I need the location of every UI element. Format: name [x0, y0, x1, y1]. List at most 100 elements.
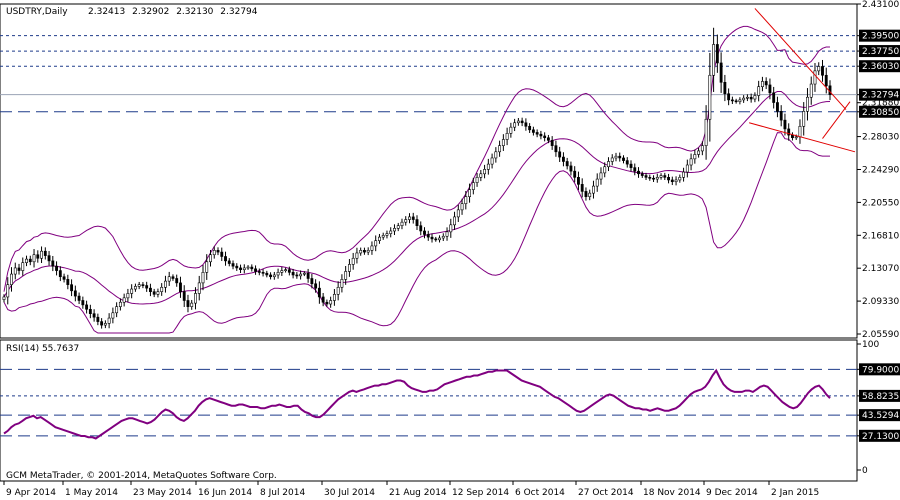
candle-body	[423, 230, 426, 235]
rsi-tick-label: 100	[862, 340, 879, 350]
candle	[768, 78, 772, 100]
candle-body	[760, 81, 764, 87]
candle-body	[152, 291, 156, 295]
candle-body	[607, 161, 610, 168]
rsi-tick-label: 0	[862, 466, 868, 476]
candle	[753, 92, 757, 103]
candle-body	[520, 120, 524, 124]
candle-body	[381, 235, 385, 238]
candle	[62, 273, 66, 283]
candle	[400, 218, 404, 230]
candle	[175, 274, 179, 287]
rsi-tick-label: 43.5294	[862, 411, 899, 421]
candle-body	[697, 150, 701, 155]
candle	[674, 176, 678, 186]
candle-body	[595, 178, 599, 187]
candle-body	[693, 154, 697, 160]
candle-body	[471, 182, 475, 190]
candle	[250, 264, 254, 272]
candle	[284, 267, 288, 273]
candle	[727, 88, 731, 106]
candle	[468, 183, 471, 203]
candle-body	[164, 280, 167, 288]
candle-body	[224, 256, 227, 262]
price-tick-label: 2.32794	[862, 91, 899, 101]
price-tick-label: 2.37750	[862, 47, 899, 57]
candle-body	[186, 300, 190, 307]
candle-body	[456, 209, 460, 218]
time-tick-label: 27 Oct 2014	[578, 488, 634, 498]
candle	[802, 102, 806, 136]
candle-body	[603, 166, 607, 174]
candle-body	[460, 203, 464, 211]
ohlc-close: 2.32794	[220, 7, 257, 17]
candle-body	[36, 254, 40, 259]
candle	[655, 173, 659, 183]
time-tick-label: 8 Jul 2014	[260, 488, 305, 498]
candle-body	[118, 301, 122, 307]
candle-body	[209, 254, 212, 263]
candle-body	[347, 264, 351, 272]
candle-body	[190, 302, 194, 307]
candle-body	[239, 267, 242, 270]
candle-body	[490, 157, 494, 165]
candle-body	[588, 192, 592, 197]
candle	[363, 247, 366, 255]
candle-body	[261, 272, 265, 274]
candle-body	[351, 257, 355, 265]
candle-body	[265, 272, 269, 276]
candle-body	[344, 271, 348, 280]
candle	[779, 105, 783, 127]
rsi-level-lines	[0, 368, 857, 437]
candle	[411, 212, 415, 224]
candle	[122, 293, 126, 307]
candle	[306, 268, 310, 283]
candle-body	[257, 271, 261, 273]
candle	[580, 178, 584, 198]
candle	[415, 215, 419, 231]
candle	[355, 247, 359, 264]
candle-body	[438, 237, 441, 241]
candle-body	[509, 126, 513, 134]
candle	[614, 152, 618, 162]
candle-body	[501, 139, 505, 146]
candle	[682, 167, 685, 182]
candle-body	[573, 170, 577, 178]
candle	[96, 313, 100, 326]
candle	[103, 320, 107, 329]
candle	[43, 247, 47, 260]
candle-body	[306, 272, 310, 279]
candle-body	[141, 284, 145, 286]
candle	[577, 171, 580, 191]
candle-body	[629, 163, 633, 168]
rsi-axis: 100 79.9000 58.8235 43.5294 27.1300 0	[857, 340, 900, 476]
price-level-label-bg	[859, 60, 900, 73]
candle-body	[791, 134, 794, 139]
candle-body	[17, 267, 21, 271]
candle-body	[227, 260, 231, 264]
price-panel-frame	[0, 3, 858, 339]
candlestick-series	[2, 27, 832, 329]
candle	[685, 159, 689, 178]
candle-body	[670, 179, 674, 183]
candle-body	[291, 272, 295, 276]
candle-body	[655, 177, 659, 180]
candle-body	[122, 297, 126, 303]
candle	[265, 270, 269, 278]
price-tick-label: 2.43100	[862, 0, 899, 10]
candle	[490, 153, 494, 169]
candle	[246, 265, 250, 270]
candle-body	[51, 260, 55, 267]
price-tick-label: 2.09330	[862, 297, 899, 307]
candle-body	[6, 284, 10, 298]
candle	[179, 276, 182, 298]
candle	[152, 288, 156, 298]
candle	[314, 279, 318, 293]
candle	[648, 174, 652, 181]
candle-body	[355, 252, 359, 259]
candle-body	[546, 137, 550, 141]
candle	[85, 300, 89, 314]
candle-body	[40, 250, 43, 259]
candle	[783, 113, 787, 136]
